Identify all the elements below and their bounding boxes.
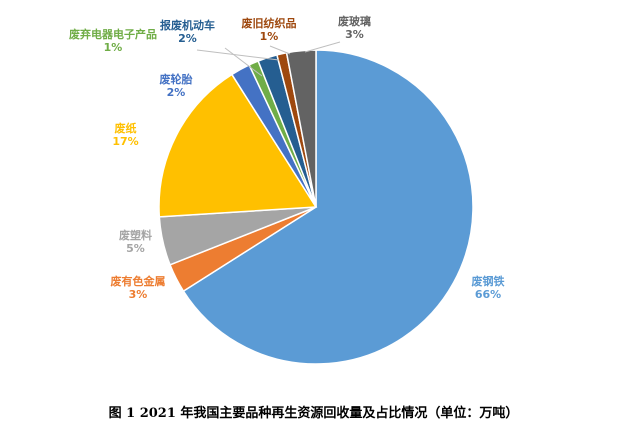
- pie-slice-0: [182, 49, 474, 365]
- figure-caption: 图 1 2021 年我国主要品种再生资源回收量及占比情况（单位：万吨）: [108, 406, 519, 421]
- leader-line-1: [196, 49, 280, 61]
- label-pct: 66%: [474, 288, 502, 301]
- label-pct: 2%: [166, 86, 186, 99]
- label-feiboli: 废玻璃 3%: [327, 15, 382, 41]
- leader-line-0: [224, 47, 263, 77]
- label-name: 废轮胎: [159, 73, 193, 86]
- label-pct: 1%: [103, 41, 123, 54]
- label-name: 废塑料: [119, 229, 152, 242]
- label-feiyouse: 废有色金属 3%: [98, 275, 178, 301]
- label-name: 报废机动车: [160, 19, 215, 32]
- pie-slice-3: [158, 73, 318, 218]
- label-baofeijidongche: 报废机动车 2%: [155, 19, 220, 45]
- label-pct: 5%: [126, 242, 145, 255]
- label-name: 废旧纺织品: [241, 17, 297, 30]
- label-name: 废钢铁: [471, 275, 505, 288]
- label-pct: 3%: [128, 288, 148, 301]
- leader-line-3: [304, 41, 341, 53]
- label-feigangtie: 废钢铁 66%: [458, 275, 518, 301]
- label-pct: 17%: [112, 135, 139, 148]
- label-pct: 1%: [259, 30, 279, 43]
- label-feisuliao: 废塑料 5%: [108, 229, 163, 255]
- label-name: 废纸: [114, 122, 137, 135]
- label-feijiufangzhi: 废旧纺织品 1%: [234, 17, 304, 43]
- label-feilunta: 废轮胎 2%: [152, 73, 200, 99]
- label-name: 废弃电器电子产品: [69, 28, 157, 41]
- label-pct: 3%: [345, 28, 364, 41]
- leader-line-2: [269, 45, 291, 55]
- label-feizhi: 废纸 17%: [103, 122, 148, 148]
- label-feiqidianqi: 废弃电器电子产品 1%: [68, 28, 158, 54]
- label-name: 废有色金属: [110, 275, 166, 288]
- label-name: 废玻璃: [338, 15, 371, 28]
- label-pct: 2%: [178, 32, 197, 45]
